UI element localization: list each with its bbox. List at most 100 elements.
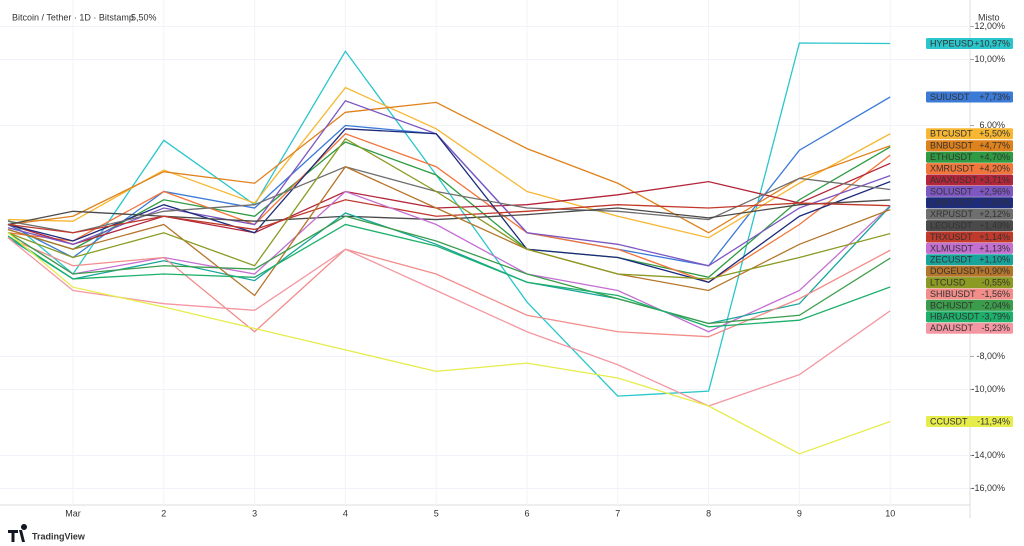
series-line xyxy=(7,101,891,234)
series-line xyxy=(7,128,891,283)
y-tick-label: -14,00% xyxy=(971,450,1005,460)
series-label: SUIUSDT +7,73% xyxy=(926,91,1013,103)
label-box xyxy=(926,265,1013,277)
x-tick-label: 7 xyxy=(615,508,620,518)
series-name: DOGEUSDT xyxy=(930,266,982,276)
series-value: +1,14% xyxy=(979,232,1010,242)
series-name: LEOUSDT xyxy=(930,220,973,230)
series-name: BTCUSDT xyxy=(930,129,973,139)
series-label: LEOUSDT +1,49% xyxy=(926,220,1013,232)
brand-name: TradingView xyxy=(32,531,86,541)
label-box xyxy=(926,151,1013,163)
series-name: ETHUSDT xyxy=(930,152,973,162)
series-value: +4,77% xyxy=(979,141,1010,151)
label-box xyxy=(926,128,1013,140)
series-name: SHIBUSDT xyxy=(930,289,976,299)
series-label: ZECUSDT +1,10% xyxy=(926,254,1013,266)
series-label: CCUSDT -11,94% xyxy=(926,416,1013,428)
series-value: -5,23% xyxy=(981,323,1010,333)
x-tick-label: 4 xyxy=(343,508,348,518)
x-tick-label: 9 xyxy=(797,508,802,518)
series-value: +3,71% xyxy=(979,175,1010,185)
label-box xyxy=(926,299,1013,311)
x-tick-label: 3 xyxy=(252,508,257,518)
label-box xyxy=(926,163,1013,175)
series-name: BCHUSDT xyxy=(930,300,974,310)
series-value: +2,12% xyxy=(979,209,1010,219)
series-label: AVAXUSDT +3,71% xyxy=(926,174,1013,186)
series-label: HBARUSDT -3,79% xyxy=(926,311,1013,323)
series-value: +4,20% xyxy=(979,163,1010,173)
x-tick-label: Mar xyxy=(65,508,81,518)
series-name: XRPUSDT xyxy=(930,209,974,219)
label-box xyxy=(926,174,1013,186)
series-value: +1,49% xyxy=(979,220,1010,230)
series-name: SOLUSDT xyxy=(930,186,973,196)
series-name: LINKUSDT xyxy=(930,198,975,208)
series-name: XMRUSDT xyxy=(930,163,975,173)
series-value: +4,70% xyxy=(979,152,1010,162)
series-value: +5,50% xyxy=(979,129,1010,139)
series-line xyxy=(7,165,891,297)
series-name: HYPEUSD xyxy=(930,38,974,48)
series-label: XLMUSDT +1,13% xyxy=(926,242,1013,254)
series-value: +10,97% xyxy=(974,38,1010,48)
label-box xyxy=(926,208,1013,220)
y-tick-label: -10,00% xyxy=(971,384,1005,394)
series-line xyxy=(7,232,891,455)
series-line xyxy=(7,199,891,226)
series-name: XLMUSDT xyxy=(930,243,974,253)
series-value: -3,79% xyxy=(981,312,1010,322)
label-box xyxy=(926,37,1013,49)
series-line xyxy=(7,205,891,325)
series-name: SUIUSDT xyxy=(930,92,970,102)
series-value: -11,94% xyxy=(977,416,1010,426)
x-tick-label: 8 xyxy=(706,508,711,518)
label-box xyxy=(926,91,1013,103)
series-name: TRXUSDT xyxy=(930,232,973,242)
x-tick-label: 5 xyxy=(434,508,439,518)
series-label: DOGEUSDT+0,90% xyxy=(926,265,1013,277)
series-label: HYPEUSD +10,97% xyxy=(926,37,1013,49)
series-label: BNBUSDT +4,77% xyxy=(926,140,1013,152)
series-name: ADAUSDT xyxy=(930,323,974,333)
series-label: ETHUSDT +4,70% xyxy=(926,151,1013,163)
series-value: +2,60% xyxy=(979,198,1010,208)
series-value: +7,73% xyxy=(979,92,1010,102)
grid xyxy=(0,0,970,505)
series-label: BCHUSDT -2,04% xyxy=(926,299,1013,311)
label-box xyxy=(926,242,1013,254)
label-box xyxy=(926,322,1013,334)
label-box xyxy=(926,416,1013,428)
label-box xyxy=(926,140,1013,152)
y-tick-label: -16,00% xyxy=(971,483,1005,493)
y-tick-label: -8,00% xyxy=(976,351,1005,361)
y-tick-label: 12,00% xyxy=(974,21,1005,31)
series-label: LINKUSDT +2,60% xyxy=(926,197,1013,209)
series-line xyxy=(7,237,891,407)
series-name: ZECUSDT xyxy=(930,255,973,265)
x-tick-label: 2 xyxy=(161,508,166,518)
series-name: LTCUSD xyxy=(930,277,966,287)
series-value: +2,96% xyxy=(979,186,1010,196)
label-box xyxy=(926,277,1013,289)
series-value: +1,13% xyxy=(979,243,1010,253)
series-label: SOLUSDT +2,96% xyxy=(926,185,1013,197)
series-name: HBARUSDT xyxy=(930,312,980,322)
series-label: SHIBUSDT -1,56% xyxy=(926,288,1013,300)
series-value: -1,56% xyxy=(981,289,1010,299)
y-tick-label: 10,00% xyxy=(974,54,1005,64)
scale-mode: Misto xyxy=(978,12,1000,22)
series-line xyxy=(7,223,891,328)
series-value: -0,55% xyxy=(981,277,1010,287)
series-name: BNBUSDT xyxy=(930,141,974,151)
label-box xyxy=(926,197,1013,209)
series-label: BTCUSDT +5,50% xyxy=(926,128,1013,140)
series-line xyxy=(7,190,891,333)
series-label: XMRUSDT +4,20% xyxy=(926,163,1013,175)
series-label: ADAUSDT -5,23% xyxy=(926,322,1013,334)
series-name: AVAXUSDT xyxy=(930,175,978,185)
label-box xyxy=(926,231,1013,243)
